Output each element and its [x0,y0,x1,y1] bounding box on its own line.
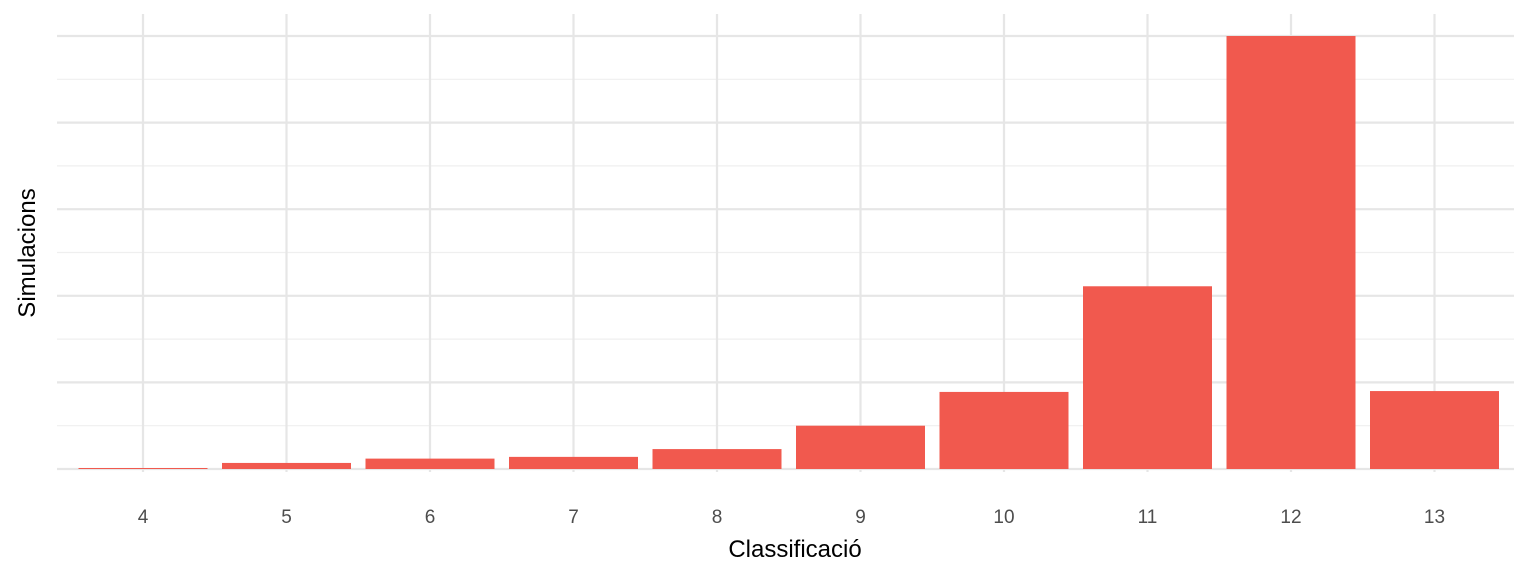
x-tick-label: 8 [712,507,723,528]
bar-13 [1370,391,1499,469]
bar-9 [796,425,925,469]
bar-4 [78,468,208,469]
x-tick-label: 9 [855,507,866,528]
x-tick-label: 6 [425,507,436,528]
bar-8 [652,449,782,469]
y-axis-title: Simulacions [14,188,41,317]
x-tick-label: 4 [138,507,149,528]
bar-11 [1083,286,1212,469]
x-tick-label: 7 [568,507,579,528]
bar-7 [509,456,638,469]
x-tick-label: 5 [281,507,292,528]
bars [78,36,1499,469]
bar-6 [365,458,495,469]
x-tick-label: 13 [1424,507,1445,528]
x-tick-label: 11 [1138,507,1158,528]
x-tick-labels: 4 5 6 7 8 9 10 11 12 13 [138,507,1445,528]
bar-12 [1226,36,1356,469]
x-tick-label: 10 [993,507,1014,528]
x-tick-label: 12 [1280,507,1301,528]
bar-5 [222,462,351,469]
bar-10 [939,391,1069,469]
x-axis-title: Classificació [728,536,861,563]
